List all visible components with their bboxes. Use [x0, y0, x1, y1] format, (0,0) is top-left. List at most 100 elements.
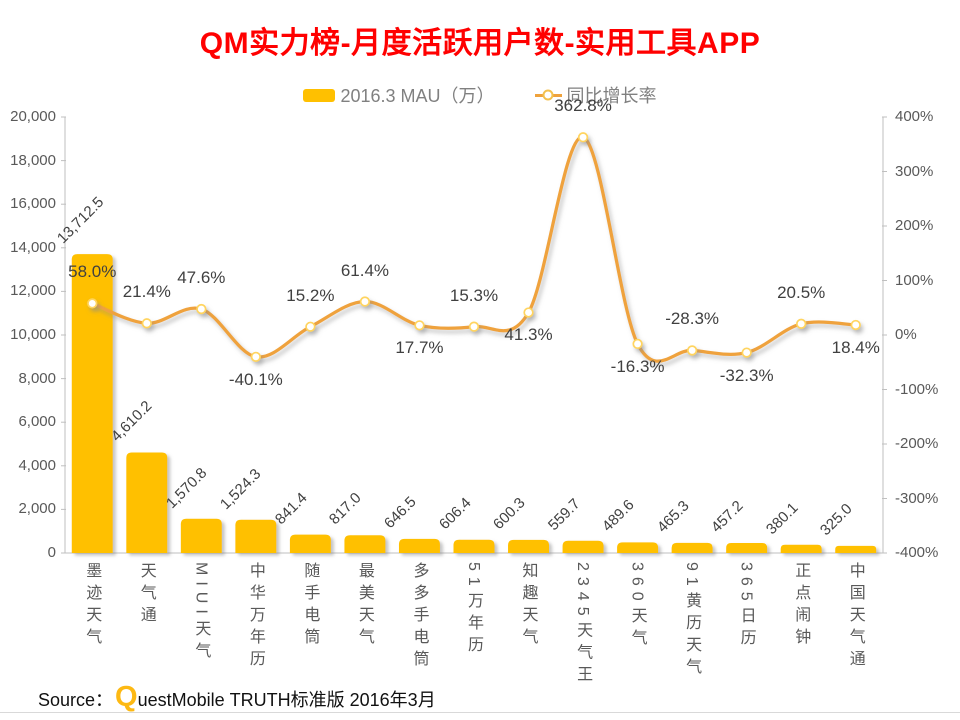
- line-markers: [87, 132, 861, 363]
- category-label: 天气通: [137, 562, 155, 628]
- bar-series: [71, 254, 877, 553]
- chart-legend: 2016.3 MAU（万） 同比增长率: [0, 82, 960, 108]
- bar-series-swatch: [303, 88, 336, 102]
- source-edition: TRUTH标准版 2016年3月: [229, 690, 436, 710]
- line-marker-9: [577, 132, 589, 143]
- line-value-label: -32.3%: [719, 365, 774, 385]
- category-label: 2345天气王: [574, 562, 592, 688]
- category-label: 91黄历天气: [683, 562, 701, 680]
- category-label: 51万年历: [465, 562, 482, 658]
- line-value-label: 21.4%: [122, 282, 171, 302]
- line-marker-icon: [542, 89, 554, 101]
- line-value-label: 61.4%: [340, 260, 390, 280]
- pct-axis-tick-label: 400%: [895, 108, 934, 125]
- category-label: 正点闹钟: [792, 562, 810, 650]
- line-marker-4: [305, 321, 316, 332]
- pct-axis-tick-label: -100%: [895, 380, 939, 398]
- bar-0: [71, 254, 113, 553]
- bar-12: [726, 543, 768, 553]
- bar-7: [453, 539, 495, 553]
- mau-axis-tick-label: 14,000: [10, 238, 56, 256]
- category-label: 知趣天气: [519, 562, 537, 650]
- category-label: 随手电筒: [301, 562, 319, 650]
- legend-item-growth-rate: 同比增长率: [534, 82, 657, 108]
- line-value-label: 20.5%: [777, 282, 826, 302]
- questmobile-logo-q: Q: [115, 681, 138, 713]
- legend-item-mau: 2016.3 MAU（万）: [303, 82, 495, 108]
- category-label: 中国天气通: [846, 562, 864, 672]
- bottom-divider: [0, 712, 960, 713]
- category-label: 墨迹天气: [83, 562, 101, 650]
- category-label: 最美天气: [355, 562, 373, 650]
- mau-axis-tick-label: 10,000: [10, 326, 56, 343]
- bar-4: [289, 534, 331, 553]
- mau-axis-tick-label: 4,000: [18, 456, 56, 474]
- bar-3: [235, 519, 277, 553]
- bar-13: [780, 544, 822, 553]
- mau-axis-tick-label: 0: [47, 544, 56, 561]
- bar-14: [835, 545, 877, 553]
- category-label: 多多手电筒: [410, 562, 428, 672]
- bar-2: [180, 518, 222, 553]
- bar-5: [344, 535, 386, 553]
- category-label: MIUI天气: [192, 562, 210, 664]
- bar-11: [671, 542, 713, 553]
- line-marker-12: [741, 347, 752, 358]
- chart-title: QM实力榜-月度活跃用户数-实用工具APP: [199, 27, 761, 60]
- pct-axis-tick-label: 100%: [895, 271, 934, 289]
- line-series-swatch: [534, 89, 562, 101]
- legend-label-growth-rate: 同比增长率: [566, 86, 657, 106]
- pct-axis-tick-label: 300%: [895, 162, 934, 180]
- line-value-label: 18.4%: [831, 337, 880, 357]
- source-prefix: Source：: [38, 690, 114, 710]
- mau-axis-tick-label: 12,000: [10, 282, 56, 300]
- line-value-label: 17.7%: [395, 338, 444, 358]
- line-value-label: 15.3%: [449, 285, 499, 305]
- category-label: 365日历: [737, 562, 755, 651]
- mau-axis-tick-label: 2,000: [18, 500, 56, 518]
- mau-axis-tick-label: 18,000: [10, 151, 56, 169]
- growth-line: [90, 135, 858, 363]
- pct-axis-tick-label: 0%: [895, 326, 917, 343]
- category-label: 中华万年历: [246, 562, 264, 672]
- line-marker-6: [414, 320, 425, 331]
- line-marker-8: [523, 307, 534, 318]
- line-value-label: 362.8%: [554, 96, 612, 116]
- line-value-label: 41.3%: [504, 325, 553, 345]
- line-value-label: -16.3%: [610, 356, 665, 376]
- mau-axis-tick-label: 8,000: [18, 369, 56, 387]
- pct-axis-tick-label: -400%: [895, 544, 939, 561]
- line-value-label: -40.1%: [228, 369, 283, 389]
- line-value-label: -28.3%: [665, 309, 720, 329]
- line-value-label: 58.0%: [68, 262, 117, 282]
- bar-1: [126, 452, 168, 553]
- mau-axis-tick-label: 16,000: [10, 195, 56, 213]
- mau-axis-tick-label: 6,000: [18, 413, 56, 431]
- line-marker-3: [250, 351, 262, 363]
- line-marker-5: [359, 296, 371, 307]
- pct-axis-tick-label: -200%: [895, 435, 939, 452]
- line-marker-0: [87, 298, 98, 309]
- line-value-label: 47.6%: [177, 268, 226, 288]
- line-marker-1: [141, 318, 152, 329]
- pct-axis-tick-label: -300%: [895, 489, 939, 507]
- bar-10: [617, 542, 659, 553]
- source-line: Source： Q uestMobile TRUTH标准版 2016年3月: [38, 681, 436, 713]
- pct-axis-tick-label: 200%: [895, 217, 934, 234]
- line-marker-14: [850, 319, 861, 331]
- line-value-label: 15.2%: [286, 285, 335, 305]
- mau-axis-tick-label: 20,000: [10, 108, 56, 125]
- brand-name: uestMobile: [137, 690, 225, 710]
- line-marker-11: [686, 345, 698, 356]
- category-label: 360天气: [628, 562, 646, 651]
- bar-6: [398, 538, 440, 553]
- line-marker-10: [632, 338, 643, 350]
- line-marker-13: [796, 318, 807, 329]
- line-marker-7: [468, 321, 480, 332]
- legend-label-mau: 2016.3 MAU（万）: [340, 86, 495, 106]
- bar-9: [562, 540, 604, 553]
- line-marker-2: [196, 303, 207, 315]
